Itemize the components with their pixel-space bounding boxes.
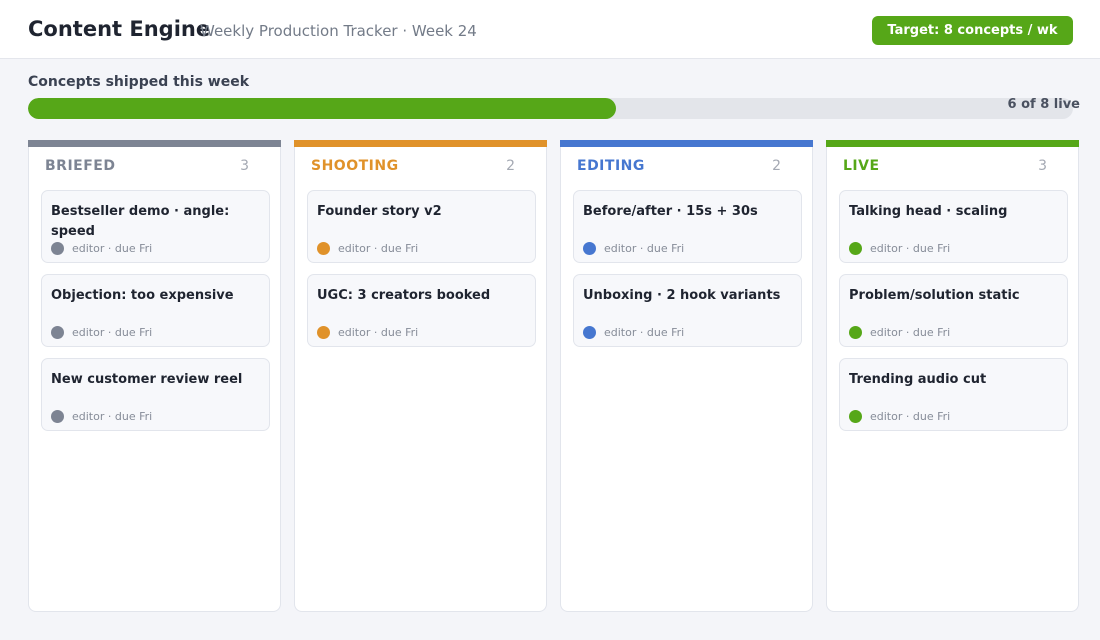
- card-title: Talking head · scaling: [849, 204, 1008, 219]
- card-meta: editor · due Fri: [317, 242, 418, 255]
- avatar-dot-icon: [849, 326, 862, 339]
- card-meta: editor · due Fri: [51, 326, 152, 339]
- column-live: LIVE 3 Talking head · scaling editor · d…: [826, 140, 1079, 612]
- avatar-dot-icon: [317, 326, 330, 339]
- card[interactable]: Talking head · scaling editor · due Fri: [839, 190, 1068, 263]
- card-meta-text: editor · due Fri: [870, 410, 951, 423]
- avatar-dot-icon: [583, 326, 596, 339]
- card[interactable]: New customer review reel editor · due Fr…: [41, 358, 270, 431]
- column-briefed: BRIEFED 3 Bestseller demo · angle: speed…: [28, 140, 281, 612]
- avatar-dot-icon: [51, 326, 64, 339]
- card-meta: editor · due Fri: [51, 410, 152, 423]
- card-title: UGC: 3 creators booked: [317, 288, 491, 303]
- card-meta: editor · due Fri: [849, 410, 950, 423]
- avatar-dot-icon: [849, 410, 862, 423]
- card-meta-text: editor · due Fri: [72, 326, 153, 339]
- card[interactable]: UGC: 3 creators booked editor · due Fri: [307, 274, 536, 347]
- page-subtitle: Weekly Production Tracker · Week 24: [200, 22, 477, 40]
- column-stripe: [28, 140, 281, 147]
- column-stripe: [560, 140, 813, 147]
- avatar-dot-icon: [849, 242, 862, 255]
- column-title: EDITING: [577, 158, 645, 174]
- card-meta: editor · due Fri: [583, 242, 684, 255]
- column-stripe: [294, 140, 547, 147]
- avatar-dot-icon: [583, 242, 596, 255]
- avatar-dot-icon: [317, 242, 330, 255]
- card-meta-text: editor · due Fri: [870, 242, 951, 255]
- progress-bar: [28, 98, 1073, 119]
- app-title: Content Engine: [28, 17, 211, 41]
- card[interactable]: Trending audio cut editor · due Fri: [839, 358, 1068, 431]
- card-title: New customer review reel: [51, 372, 243, 387]
- column-stripe: [826, 140, 1079, 147]
- card-title: Problem/solution static: [849, 288, 1020, 303]
- column-title: SHOOTING: [311, 158, 399, 174]
- card-meta: editor · due Fri: [849, 326, 950, 339]
- progress-label: Concepts shipped this week: [28, 74, 250, 90]
- card-title: Trending audio cut: [849, 372, 987, 387]
- progress-text: 6 of 8 live: [1007, 97, 1080, 112]
- column-count: 3: [1038, 158, 1047, 174]
- card-meta-text: editor · due Fri: [338, 326, 419, 339]
- card[interactable]: Before/after · 15s + 30s editor · due Fr…: [573, 190, 802, 263]
- progress-fill: [28, 98, 616, 119]
- card-title: Before/after · 15s + 30s: [583, 204, 758, 219]
- column-shooting: SHOOTING 2 Founder story v2 editor · due…: [294, 140, 547, 612]
- column-count: 2: [772, 158, 781, 174]
- card-meta: editor · due Fri: [583, 326, 684, 339]
- card-meta: editor · due Fri: [317, 326, 418, 339]
- column-editing: EDITING 2 Before/after · 15s + 30s edito…: [560, 140, 813, 612]
- card-title: Unboxing · 2 hook variants: [583, 288, 781, 303]
- card-title: Objection: too expensive: [51, 288, 234, 303]
- column-count: 2: [506, 158, 515, 174]
- column-count: 3: [240, 158, 249, 174]
- card-title: Bestseller demo · angle: speed: [51, 204, 230, 239]
- card[interactable]: Unboxing · 2 hook variants editor · due …: [573, 274, 802, 347]
- card-meta-text: editor · due Fri: [72, 410, 153, 423]
- card[interactable]: Problem/solution static editor · due Fri: [839, 274, 1068, 347]
- card[interactable]: Founder story v2 editor · due Fri: [307, 190, 536, 263]
- card-meta: editor · due Fri: [51, 242, 152, 255]
- column-title: LIVE: [843, 158, 880, 174]
- card-title: Founder story v2: [317, 204, 442, 219]
- card-meta-text: editor · due Fri: [604, 326, 685, 339]
- avatar-dot-icon: [51, 410, 64, 423]
- card-meta-text: editor · due Fri: [72, 242, 153, 255]
- card-meta-text: editor · due Fri: [604, 242, 685, 255]
- column-title: BRIEFED: [45, 158, 116, 174]
- card-meta-text: editor · due Fri: [870, 326, 951, 339]
- card-meta-text: editor · due Fri: [338, 242, 419, 255]
- card[interactable]: Bestseller demo · angle: speed editor · …: [41, 190, 270, 263]
- card-meta: editor · due Fri: [849, 242, 950, 255]
- card[interactable]: Objection: too expensive editor · due Fr…: [41, 274, 270, 347]
- avatar-dot-icon: [51, 242, 64, 255]
- target-badge[interactable]: Target: 8 concepts / wk: [872, 16, 1073, 45]
- header: Content Engine Weekly Production Tracker…: [0, 0, 1100, 59]
